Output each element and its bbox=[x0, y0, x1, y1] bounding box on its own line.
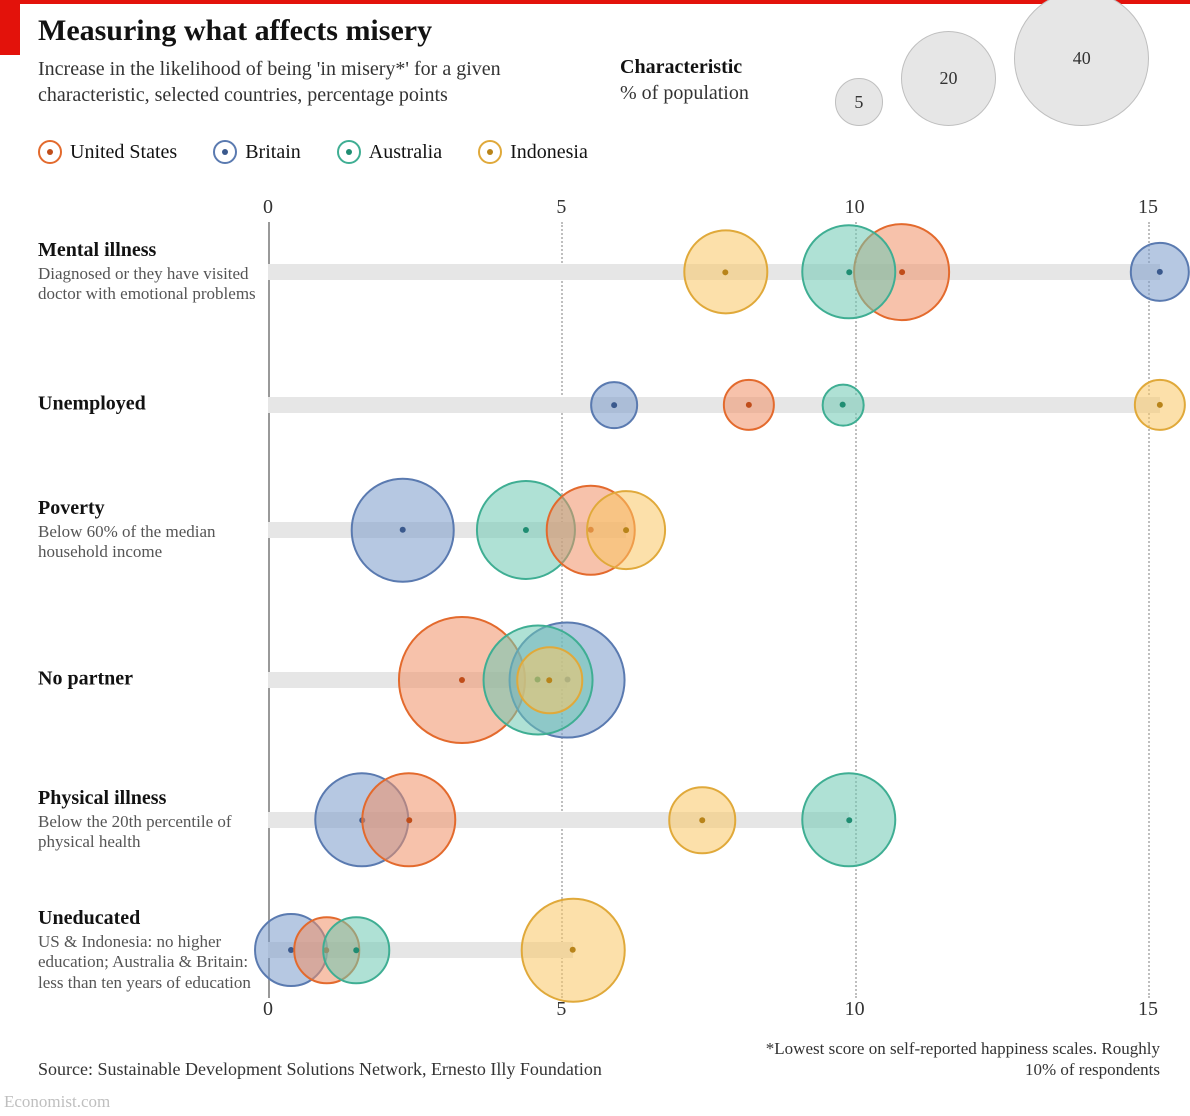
row-heading: Mental illness bbox=[38, 239, 258, 262]
legend-item-uk: Britain bbox=[213, 140, 301, 164]
bubble-center-dot bbox=[846, 817, 852, 823]
axis-tick-bottom: 10 bbox=[845, 998, 865, 1021]
bubble-id bbox=[586, 490, 666, 570]
bubble-us bbox=[361, 772, 456, 867]
bubble-id bbox=[516, 646, 584, 714]
size-legend-bubble: 5 bbox=[835, 78, 883, 126]
bubble-au bbox=[822, 384, 865, 427]
axis-tick-top: 10 bbox=[845, 196, 865, 219]
legend-item-us: United States bbox=[38, 140, 177, 164]
bubble-center-dot bbox=[623, 527, 629, 533]
row-description: US & Indonesia: no higher education; Aus… bbox=[38, 932, 258, 993]
bubble-center-dot bbox=[723, 269, 729, 275]
axis-tick-top: 15 bbox=[1138, 196, 1158, 219]
size-legend-bubble: 40 bbox=[1014, 0, 1149, 126]
bubble-center-dot bbox=[1157, 269, 1163, 275]
bubble-au bbox=[801, 772, 896, 867]
bubble-center-dot bbox=[400, 527, 406, 533]
bubble-center-dot bbox=[699, 817, 705, 823]
axis-zero-line bbox=[268, 222, 270, 998]
bubble-center-dot bbox=[353, 947, 359, 953]
legend-label: United States bbox=[70, 141, 177, 164]
bubble-center-dot bbox=[523, 527, 529, 533]
chart-plot-area: 005510101515Mental illnessDiagnosed or t… bbox=[38, 190, 1160, 1030]
bubble-au bbox=[322, 916, 390, 984]
legend-label: Indonesia bbox=[510, 141, 588, 164]
legend-swatch bbox=[38, 140, 62, 164]
legend-swatch bbox=[478, 140, 502, 164]
bubble-id bbox=[521, 898, 626, 1003]
legend-label: Australia bbox=[369, 141, 442, 164]
legend-label: Britain bbox=[245, 141, 301, 164]
axis-tick-top: 0 bbox=[263, 196, 273, 219]
row-label: Mental illnessDiagnosed or they have vis… bbox=[38, 239, 258, 305]
chart-title: Measuring what affects misery bbox=[38, 14, 432, 48]
row-label: Unemployed bbox=[38, 393, 258, 418]
row-heading: Uneducated bbox=[38, 907, 258, 930]
axis-gridline bbox=[855, 222, 857, 998]
size-legend-bubble: 20 bbox=[901, 31, 996, 126]
footnote: *Lowest score on self-reported happiness… bbox=[760, 1038, 1160, 1081]
bubble-center-dot bbox=[611, 402, 617, 408]
bubble-id bbox=[668, 786, 736, 854]
row-heading: Unemployed bbox=[38, 393, 258, 416]
row-label: UneducatedUS & Indonesia: no higher educ… bbox=[38, 907, 258, 993]
row-heading: No partner bbox=[38, 668, 258, 691]
axis-gridline bbox=[561, 222, 563, 998]
bubble-center-dot bbox=[899, 269, 905, 275]
bubble-center-dot bbox=[406, 817, 412, 823]
bubble-center-dot bbox=[459, 677, 465, 683]
bubble-center-dot bbox=[547, 677, 553, 683]
bubble-uk bbox=[1130, 242, 1190, 302]
row-description: Below the 20th percentile of physical he… bbox=[38, 812, 258, 853]
source-line: Source: Sustainable Development Solution… bbox=[38, 1059, 602, 1080]
row-description: Below 60% of the median household income bbox=[38, 522, 258, 563]
axis-tick-bottom: 15 bbox=[1138, 998, 1158, 1021]
size-legend-title: Characteristic bbox=[620, 56, 742, 79]
bubble-uk bbox=[351, 478, 456, 583]
red-corner-tab bbox=[0, 0, 20, 55]
bubble-center-dot bbox=[1157, 402, 1163, 408]
row-label: PovertyBelow 60% of the median household… bbox=[38, 497, 258, 563]
chart-subtitle: Increase in the likelihood of being 'in … bbox=[38, 56, 598, 108]
row-label: Physical illnessBelow the 20th percentil… bbox=[38, 787, 258, 853]
legend-item-id: Indonesia bbox=[478, 140, 588, 164]
legend-swatch bbox=[337, 140, 361, 164]
brand-watermark: Economist.com bbox=[4, 1092, 110, 1112]
axis-gridline bbox=[1148, 222, 1150, 998]
axis-tick-bottom: 0 bbox=[263, 998, 273, 1021]
bubble-us bbox=[723, 379, 775, 431]
bubble-uk bbox=[590, 381, 638, 429]
bubble-id bbox=[683, 229, 768, 314]
country-legend: United States Britain Australia Indonesia bbox=[38, 140, 588, 164]
row-heading: Poverty bbox=[38, 497, 258, 520]
row-label: No partner bbox=[38, 668, 258, 693]
axis-tick-top: 5 bbox=[556, 196, 566, 219]
bubble-center-dot bbox=[846, 269, 852, 275]
bubble-id bbox=[1134, 379, 1186, 431]
top-red-rule bbox=[0, 0, 1190, 4]
row-track bbox=[268, 397, 1160, 413]
bubble-center-dot bbox=[746, 402, 752, 408]
row-heading: Physical illness bbox=[38, 787, 258, 810]
bubble-center-dot bbox=[840, 402, 846, 408]
legend-swatch bbox=[213, 140, 237, 164]
size-legend-subtitle: % of population bbox=[620, 82, 749, 105]
legend-item-au: Australia bbox=[337, 140, 442, 164]
bubble-center-dot bbox=[570, 947, 576, 953]
row-description: Diagnosed or they have visited doctor wi… bbox=[38, 264, 258, 305]
size-legend: Characteristic % of population 52040 bbox=[620, 46, 1160, 146]
